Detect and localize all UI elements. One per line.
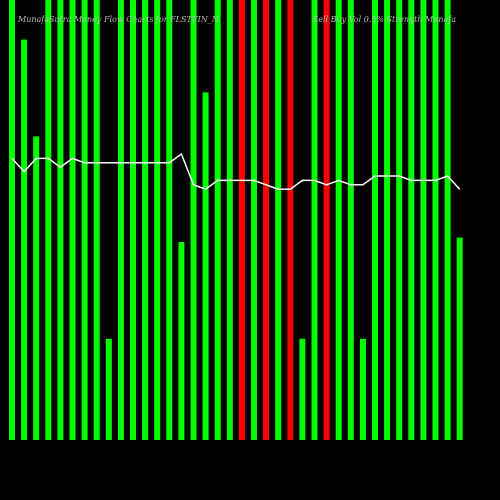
bar — [311, 0, 318, 440]
bar — [57, 0, 64, 440]
bar — [251, 0, 257, 440]
bar — [81, 0, 88, 440]
bar — [347, 0, 354, 440]
bar — [190, 0, 197, 440]
bar — [226, 0, 233, 440]
bar — [9, 0, 15, 440]
bar — [45, 0, 52, 440]
bar — [287, 0, 294, 440]
bar — [130, 0, 136, 440]
bar — [444, 0, 451, 440]
bar — [263, 0, 270, 440]
bar — [372, 0, 378, 440]
bar — [178, 242, 185, 440]
bar — [142, 0, 149, 440]
bar — [323, 0, 330, 440]
bar — [69, 0, 76, 440]
bar — [275, 0, 282, 440]
chart-title: MunafaSutra Money Flow Charts for FLSTVI… — [17, 15, 220, 24]
bar — [33, 136, 40, 440]
bar — [166, 0, 173, 440]
bar — [21, 39, 28, 440]
bar — [396, 0, 403, 440]
bar — [335, 0, 342, 440]
bar — [456, 237, 463, 440]
bar — [299, 338, 306, 440]
bar — [154, 0, 161, 440]
bar — [384, 0, 391, 440]
bar — [105, 338, 112, 440]
bar — [420, 0, 427, 440]
bar — [117, 0, 124, 440]
bar — [359, 338, 366, 440]
bar — [202, 92, 209, 441]
bar — [432, 0, 439, 440]
bar — [214, 0, 221, 440]
flow-line — [11, 152, 461, 191]
chart-subtitle: Sell Buy Vol 0.5% Strength Munafa — [313, 15, 456, 24]
bar — [238, 0, 245, 440]
bar — [93, 0, 100, 440]
bar — [408, 0, 415, 440]
